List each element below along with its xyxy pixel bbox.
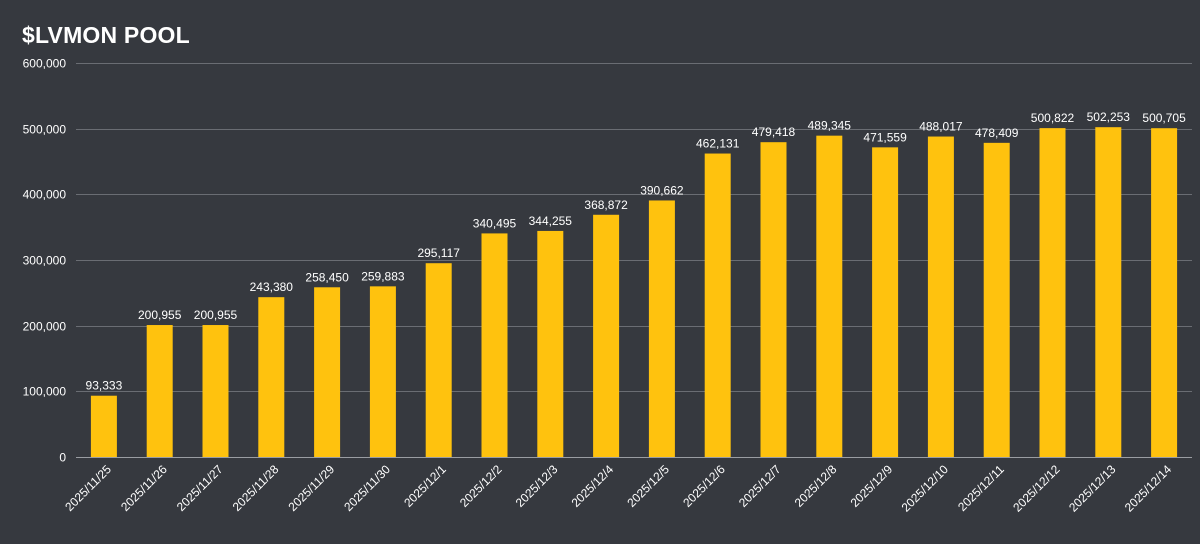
- x-tick-label: 2025/12/10: [899, 462, 952, 515]
- data-label: 340,495: [473, 216, 517, 230]
- x-tick-label: 2025/11/28: [230, 462, 282, 514]
- bar: [90, 395, 117, 457]
- bar: [648, 200, 675, 458]
- x-tick-label: 2025/12/14: [1122, 462, 1175, 515]
- x-tick-label: 2025/11/25: [62, 462, 114, 514]
- bar: [983, 142, 1010, 457]
- bar: [258, 297, 285, 457]
- data-label: 502,253: [1087, 110, 1131, 124]
- data-labels: 93,333 200,955 200,955 243,380 258,450 259,88…: [86, 110, 1187, 393]
- y-tick-label: 500,000: [23, 123, 67, 137]
- x-tick-label: 2025/11/27: [174, 462, 226, 514]
- bar: [816, 135, 843, 457]
- data-label: 295,117: [417, 246, 460, 260]
- x-tick-label: 2025/12/9: [848, 462, 896, 510]
- chart-title: $LVMON POOL: [22, 22, 190, 48]
- x-tick-label: 2025/11/26: [118, 462, 170, 514]
- data-label: 243,380: [250, 280, 294, 294]
- bar: [314, 287, 341, 457]
- bar: [537, 230, 564, 457]
- data-label: 471,559: [863, 130, 907, 144]
- data-label: 259,883: [361, 269, 405, 283]
- x-tick-label: 2025/12/11: [955, 462, 1007, 514]
- x-tick-label: 2025/12/13: [1066, 462, 1119, 515]
- bar: [146, 325, 173, 457]
- y-tick-label: 200,000: [23, 320, 67, 334]
- x-tick-label: 2025/12/4: [569, 462, 617, 510]
- data-label: 478,409: [975, 126, 1019, 140]
- x-tick-label: 2025/12/2: [457, 462, 505, 510]
- y-axis-ticks: 0 100,000 200,000 300,000 400,000 500,000 600,…: [23, 57, 67, 465]
- data-label: 462,131: [696, 137, 740, 151]
- bar: [481, 233, 508, 457]
- x-tick-label: 2025/12/6: [680, 462, 728, 510]
- y-tick-label: 300,000: [23, 254, 67, 268]
- data-label: 488,017: [919, 120, 963, 134]
- data-label: 368,872: [584, 198, 628, 212]
- bar: [593, 214, 620, 457]
- bar: [1151, 128, 1178, 457]
- x-tick-label: 2025/12/5: [624, 462, 672, 510]
- data-label: 344,255: [529, 214, 573, 228]
- data-label: 500,705: [1142, 111, 1186, 125]
- bar: [872, 147, 899, 457]
- x-tick-label: 2025/11/30: [341, 462, 393, 514]
- gridlines: [76, 63, 1192, 458]
- data-label: 258,450: [305, 270, 349, 284]
- y-tick-label: 100,000: [23, 385, 67, 399]
- y-tick-label: 600,000: [23, 57, 67, 71]
- data-label: 489,345: [808, 119, 852, 133]
- x-tick-label: 2025/11/29: [285, 462, 337, 514]
- x-tick-label: 2025/12/7: [736, 462, 784, 510]
- bar: [1039, 128, 1066, 457]
- data-label: 200,955: [194, 308, 238, 322]
- data-label: 93,333: [86, 379, 123, 393]
- bar: [1095, 127, 1122, 457]
- bar: [927, 136, 954, 457]
- data-label: 390,662: [640, 183, 684, 197]
- bar: [425, 263, 452, 457]
- bar: [704, 153, 731, 457]
- bars: [90, 127, 1178, 458]
- data-label: 479,418: [752, 125, 796, 139]
- data-label: 500,822: [1031, 111, 1075, 125]
- bar: [369, 286, 396, 457]
- data-label: 200,955: [138, 308, 182, 322]
- bar: [760, 142, 787, 457]
- y-tick-label: 0: [59, 451, 66, 465]
- x-tick-label: 2025/12/8: [792, 462, 840, 510]
- x-tick-label: 2025/12/3: [513, 462, 561, 510]
- x-tick-label: 2025/12/1: [401, 462, 449, 510]
- x-axis-ticks: 2025/11/25 2025/11/26 2025/11/27 2025/11/28…: [62, 462, 1174, 515]
- y-tick-label: 400,000: [23, 188, 67, 202]
- x-tick-label: 2025/12/12: [1010, 462, 1063, 515]
- bar: [202, 325, 229, 457]
